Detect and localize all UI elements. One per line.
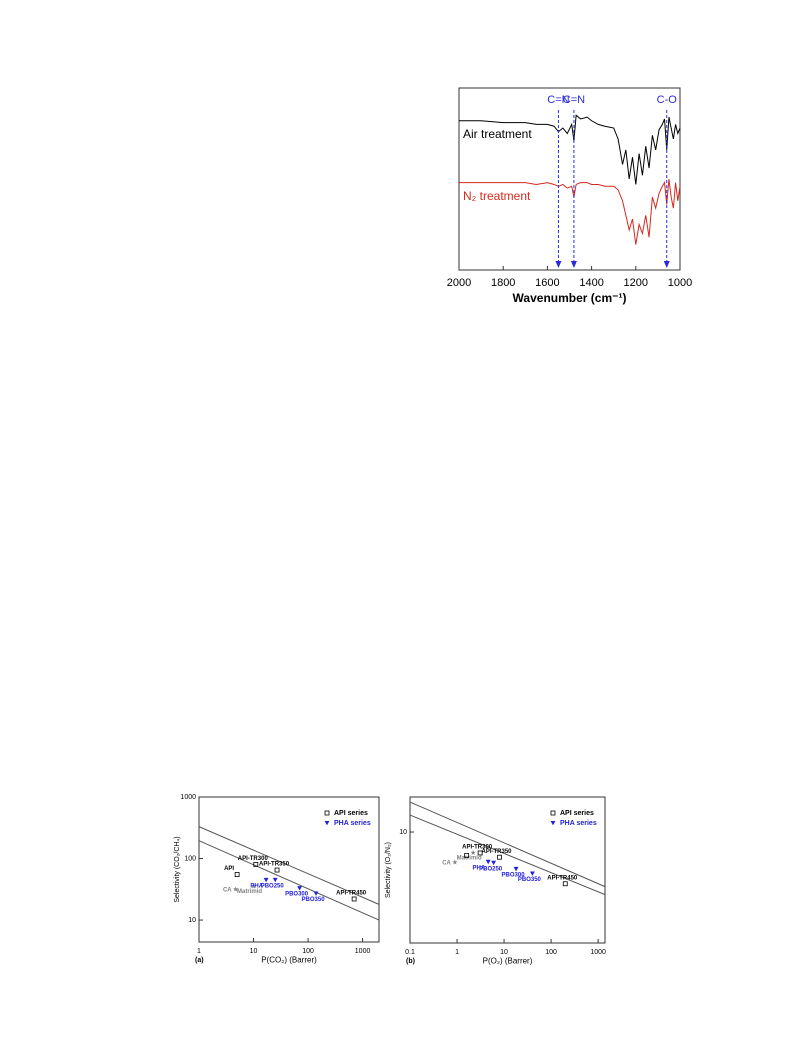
point-label: Matrimid: [237, 889, 262, 895]
point: [234, 872, 240, 877]
arrow-head: [570, 261, 577, 268]
point-label: PBO300: [285, 892, 309, 898]
point-label: API-TR300: [238, 856, 269, 862]
point-label: PBO250: [261, 883, 285, 889]
x-tick-label: 1800: [491, 277, 515, 289]
point-label: PBO300: [502, 873, 526, 879]
x-tick-label: 1400: [579, 277, 603, 289]
arrow-head: [663, 261, 670, 268]
legend-marker: [324, 810, 330, 816]
annotation-label: C=N: [547, 94, 569, 106]
plot-frame: [409, 796, 606, 944]
point-label: PBO350: [518, 877, 542, 883]
legend-label: PHA series: [334, 820, 371, 827]
point: [513, 866, 519, 872]
legend-marker: [324, 821, 330, 826]
point: ★: [250, 882, 256, 890]
point: [263, 877, 269, 883]
point-label: CA: [223, 887, 232, 893]
panel-label: (b): [406, 958, 415, 965]
plot-frame: [458, 87, 681, 271]
x-tick-label: 1000: [355, 948, 371, 955]
y-axis-label: Selectivity (CO₂/CH₄): [174, 836, 181, 902]
point: ★: [233, 886, 239, 894]
legend-label: PHA series: [560, 820, 597, 827]
point-label: API-TR450: [336, 891, 367, 897]
legend-label: API series: [334, 810, 368, 817]
point: [272, 877, 278, 883]
series-label: N₂ treatment: [463, 189, 531, 203]
y-axis-label: Selectivity (O₂/N₂): [385, 842, 392, 898]
point-label: PHA: [250, 883, 263, 889]
arrow-head: [555, 261, 562, 268]
plot-frame: [198, 796, 380, 943]
x-tick-label: 1600: [535, 277, 559, 289]
x-axis-label: Wavenumber (cm⁻¹): [513, 291, 627, 305]
x-tick-label: 100: [545, 949, 557, 956]
y-tick-label: 10: [399, 829, 407, 836]
point: ★: [470, 849, 476, 857]
x-tick-label: 10: [250, 948, 258, 955]
point-label: API-TR450: [547, 875, 578, 881]
upper-bound-line: [198, 826, 380, 905]
legend-marker: [550, 821, 556, 826]
annotation-label: C=N: [563, 94, 585, 106]
point: [253, 862, 259, 867]
y-tick-label: 100: [184, 855, 196, 862]
point: [562, 881, 568, 887]
point: [313, 891, 319, 896]
point: ★: [452, 859, 458, 867]
x-tick-label: 1: [455, 949, 459, 956]
legend-marker: [550, 810, 556, 816]
x-tick-label: 0.1: [405, 949, 415, 956]
point: [529, 871, 535, 876]
y-tick-label: 10: [188, 917, 196, 924]
point: [351, 896, 357, 902]
upper-bound-line: [409, 814, 606, 896]
point: [274, 867, 280, 873]
upper-bound-line: [409, 801, 606, 888]
panel-label: (a): [195, 957, 204, 964]
spectrum-line: [459, 114, 681, 185]
x-tick-label: 2000: [447, 277, 471, 289]
point-label: API: [224, 866, 234, 872]
x-tick-label: 1: [197, 948, 201, 955]
x-tick-label: 1200: [624, 277, 648, 289]
x-axis-label: P(CO₂) (Barrer): [261, 955, 317, 964]
x-tick-label: 100: [302, 948, 314, 955]
point: [491, 860, 497, 866]
point-label: API-TR300: [462, 845, 493, 851]
upper-bound-line: [198, 840, 380, 921]
legend-label: API series: [560, 810, 594, 817]
point: [464, 853, 470, 858]
x-tick-label: 1000: [590, 949, 606, 956]
spectrum-line: [459, 178, 681, 245]
point-label: Matrimid: [457, 856, 482, 862]
point-label: PHA: [473, 865, 486, 871]
point-label: CA: [442, 860, 451, 866]
x-tick-label: 1000: [668, 277, 692, 289]
point-label: API-TR350: [481, 849, 512, 855]
y-tick-label: 1000: [180, 794, 196, 801]
point: [485, 859, 491, 865]
point-label: PBO250: [479, 866, 503, 872]
point-label: API-TR350: [259, 862, 290, 868]
x-axis-label: P(O₂) (Barrer): [483, 956, 533, 965]
x-tick-label: 10: [500, 949, 508, 956]
point: [497, 854, 502, 860]
point: [297, 886, 303, 891]
annotation-label: C-O: [657, 94, 678, 106]
point: [477, 850, 483, 856]
series-label: Air treatment: [463, 127, 532, 141]
point-label: PBO350: [302, 897, 326, 903]
